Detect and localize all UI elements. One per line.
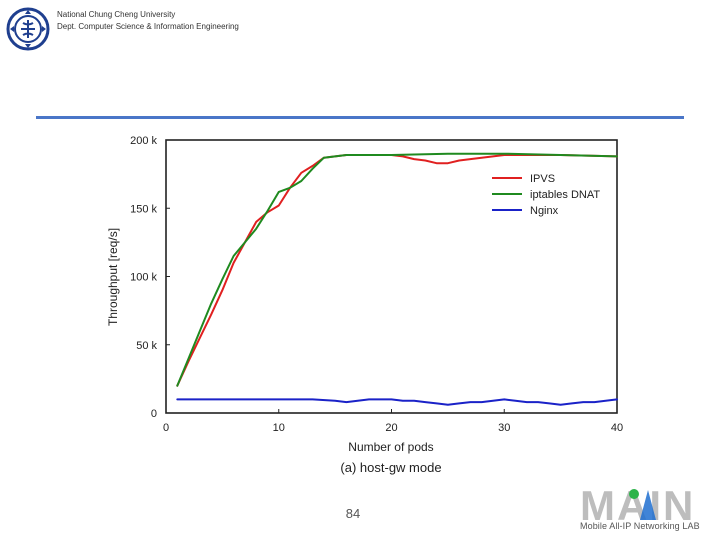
y-tick-label: 50 k bbox=[136, 340, 157, 352]
series-line-iptables-dnat bbox=[176, 152, 618, 387]
x-tick-label: 10 bbox=[273, 422, 285, 434]
legend-label: iptables DNAT bbox=[530, 189, 600, 201]
series-line-nginx bbox=[176, 398, 618, 406]
y-axis-ticks: 0 50 k 100 k 150 k 200 k bbox=[130, 135, 170, 420]
page-number: 84 bbox=[345, 506, 361, 521]
lab-logo: MAIN bbox=[580, 482, 693, 529]
university-logo-icon bbox=[6, 7, 50, 51]
university-name: National Chung Cheng University bbox=[57, 10, 176, 19]
series-lines bbox=[176, 152, 618, 406]
y-tick-label: 100 k bbox=[130, 272, 157, 284]
lab-logo-accent-icon bbox=[640, 490, 656, 520]
y-axis-label: Throughput [req/s] bbox=[106, 228, 120, 326]
department-name: Dept. Computer Science & Information Eng… bbox=[57, 22, 239, 31]
y-tick-label: 0 bbox=[151, 408, 157, 420]
x-tick-label: 20 bbox=[385, 422, 397, 434]
legend-label: Nginx bbox=[530, 205, 559, 217]
legend-label: IPVS bbox=[530, 173, 555, 185]
y-tick-label: 150 k bbox=[130, 203, 157, 215]
x-tick-label: 40 bbox=[611, 422, 623, 434]
lab-name: Mobile All-IP Networking LAB bbox=[580, 521, 700, 531]
y-tick-label: 200 k bbox=[130, 135, 157, 147]
chart-legend: IPVS iptables DNAT Nginx bbox=[492, 173, 600, 217]
header-rule bbox=[36, 116, 684, 119]
x-tick-label: 0 bbox=[163, 422, 169, 434]
x-axis-ticks: 0 10 20 30 40 bbox=[163, 409, 623, 434]
x-axis-label: Number of pods bbox=[348, 440, 433, 454]
chart-caption: (a) host-gw mode bbox=[340, 460, 441, 475]
lab-logo-dot-icon bbox=[629, 489, 639, 499]
x-tick-label: 30 bbox=[498, 422, 510, 434]
